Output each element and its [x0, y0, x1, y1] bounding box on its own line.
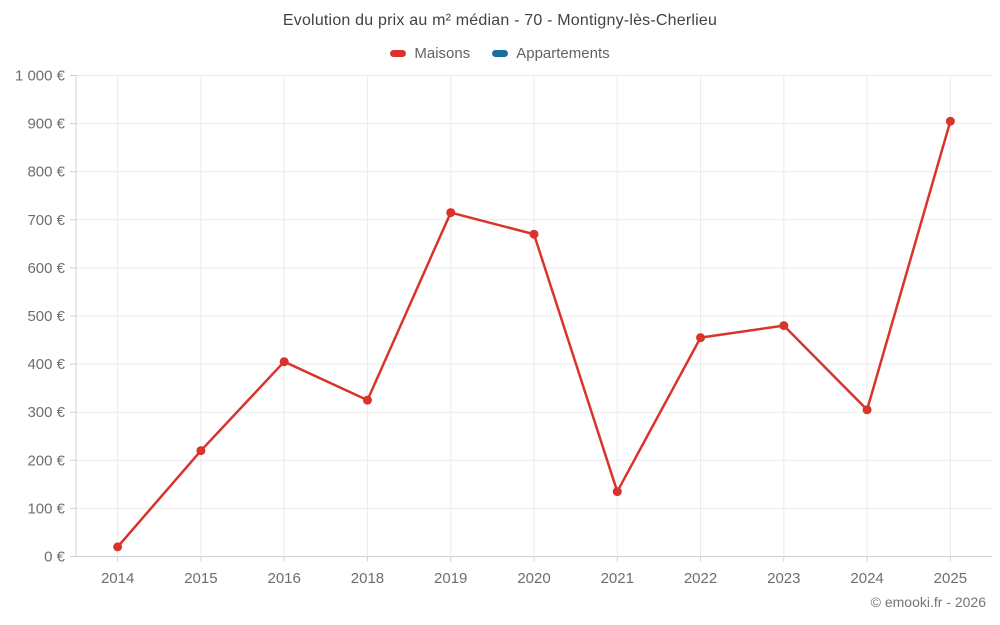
- legend-item-maisons[interactable]: Maisons: [390, 45, 470, 62]
- y-axis-label: 100 €: [27, 500, 65, 517]
- x-axis-label: 2014: [101, 570, 134, 587]
- y-axis-label: 800 €: [27, 164, 65, 181]
- legend: Maisons Appartements: [0, 45, 1000, 62]
- x-axis-label: 2020: [517, 570, 550, 587]
- appartements-color-swatch: [492, 50, 509, 57]
- x-axis-label: 2022: [684, 570, 717, 587]
- x-axis-label: 2016: [267, 570, 300, 587]
- x-axis-label: 2018: [351, 570, 384, 587]
- chart-title: Evolution du prix au m² médian - 70 - Mo…: [282, 12, 718, 29]
- x-axis-label: 2021: [601, 570, 634, 587]
- x-axis-label: 2024: [850, 570, 883, 587]
- data-point[interactable]: [362, 395, 372, 405]
- x-axis-label: 2023: [767, 570, 800, 587]
- maisons-series: [113, 116, 955, 552]
- copyright-watermark: © emooki.fr - 2026: [870, 594, 986, 610]
- y-axis-label: 900 €: [27, 116, 65, 133]
- data-point[interactable]: [279, 357, 289, 367]
- legend-label-appartements: Appartements: [516, 45, 610, 62]
- data-point[interactable]: [529, 229, 539, 239]
- data-point[interactable]: [196, 446, 206, 456]
- y-axis-label: 600 €: [27, 260, 65, 277]
- y-axis-label: 200 €: [27, 452, 65, 469]
- data-point[interactable]: [696, 333, 706, 343]
- y-axis-label: 500 €: [27, 308, 65, 325]
- legend-item-appartements[interactable]: Appartements: [492, 45, 610, 62]
- y-axis-label: 0 €: [44, 549, 66, 566]
- data-point[interactable]: [612, 487, 622, 497]
- y-axis-label: 400 €: [27, 356, 65, 373]
- maisons-color-swatch: [390, 50, 407, 57]
- y-axis-label: 1 000 €: [15, 68, 66, 85]
- legend-label-maisons: Maisons: [414, 45, 471, 62]
- data-point[interactable]: [113, 542, 123, 552]
- data-point[interactable]: [945, 116, 955, 126]
- y-axis-label: 700 €: [27, 212, 65, 229]
- x-axis-label: 2015: [184, 570, 217, 587]
- data-point[interactable]: [862, 405, 872, 415]
- grid: [70, 75, 992, 562]
- x-axis-label: 2019: [434, 570, 467, 587]
- data-point[interactable]: [779, 321, 789, 331]
- y-axis-label: 300 €: [27, 404, 65, 421]
- data-point[interactable]: [446, 208, 456, 218]
- axis-labels: 0 € 100 € 200 € 300 € 400 € 500 € 600 € 700 € 80…: [15, 68, 967, 588]
- x-axis-label: 2025: [934, 570, 967, 587]
